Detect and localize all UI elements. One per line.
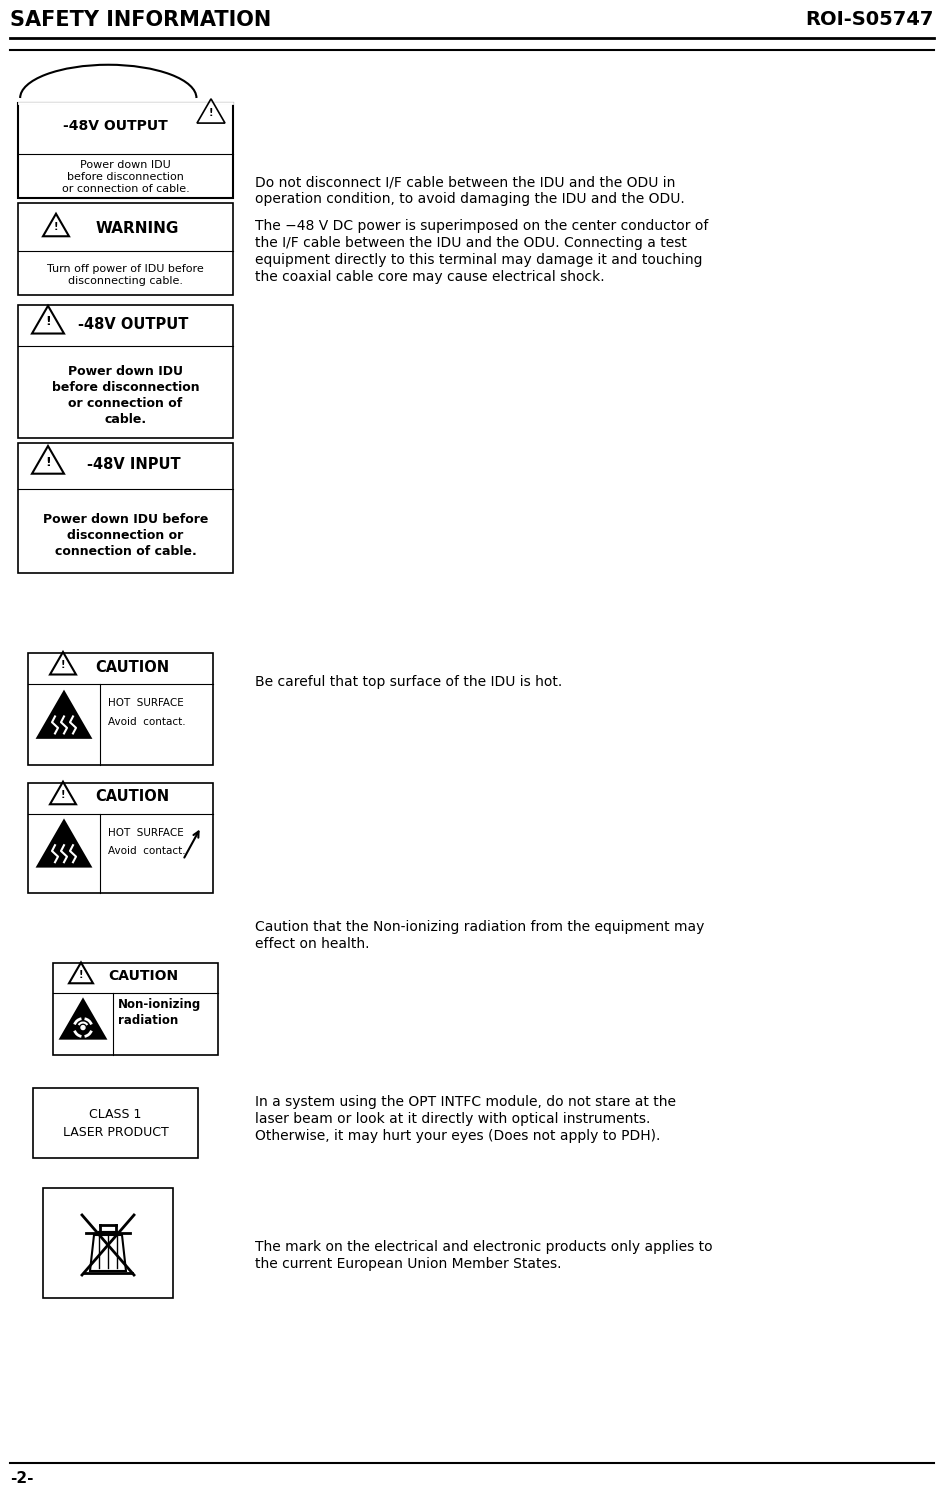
- Text: In a system using the OPT INTFC module, do not stare at the: In a system using the OPT INTFC module, …: [255, 1094, 676, 1109]
- Text: WARNING: WARNING: [95, 221, 179, 236]
- Text: the coaxial cable core may cause electrical shock.: the coaxial cable core may cause electri…: [255, 270, 604, 284]
- Text: the current European Union Member States.: the current European Union Member States…: [255, 1257, 562, 1271]
- Text: The −48 V DC power is superimposed on the center conductor of: The −48 V DC power is superimposed on th…: [255, 219, 708, 233]
- Text: laser beam or look at it directly with optical instruments.: laser beam or look at it directly with o…: [255, 1112, 650, 1126]
- Text: CAUTION: CAUTION: [95, 790, 170, 805]
- Bar: [28, 782, 213, 893]
- Bar: [18, 443, 233, 573]
- Text: Avoid  contact.: Avoid contact.: [108, 847, 186, 855]
- Bar: [28, 652, 213, 764]
- Text: !: !: [45, 455, 51, 469]
- Text: CAUTION: CAUTION: [95, 660, 170, 675]
- Text: !: !: [78, 969, 83, 979]
- Text: CLASS 1
LASER PRODUCT: CLASS 1 LASER PRODUCT: [62, 1108, 168, 1139]
- Text: CAUTION: CAUTION: [109, 969, 178, 984]
- Text: Power down IDU before
disconnection or
connection of cable.: Power down IDU before disconnection or c…: [42, 512, 209, 558]
- Text: Turn off power of IDU before
disconnecting cable.: Turn off power of IDU before disconnecti…: [47, 264, 204, 287]
- Text: -2-: -2-: [10, 1471, 33, 1486]
- Bar: [18, 203, 233, 296]
- Text: !: !: [60, 790, 65, 800]
- Text: !: !: [209, 107, 213, 118]
- Text: the I/F cable between the IDU and the ODU. Connecting a test: the I/F cable between the IDU and the OD…: [255, 236, 687, 251]
- Polygon shape: [38, 821, 90, 866]
- Text: Non-ionizing
radiation: Non-ionizing radiation: [118, 999, 201, 1027]
- Text: operation condition, to avoid damaging the IDU and the ODU.: operation condition, to avoid damaging t…: [255, 193, 684, 206]
- Text: Power down IDU
before disconnection
or connection of
cable.: Power down IDU before disconnection or c…: [52, 364, 199, 426]
- Text: Be careful that top surface of the IDU is hot.: Be careful that top surface of the IDU i…: [255, 675, 563, 688]
- Bar: [53, 963, 218, 1056]
- Text: !: !: [60, 660, 65, 670]
- Text: The mark on the electrical and electronic products only applies to: The mark on the electrical and electroni…: [255, 1241, 713, 1254]
- Text: Otherwise, it may hurt your eyes (Does not apply to PDH).: Otherwise, it may hurt your eyes (Does n…: [255, 1129, 661, 1144]
- Text: !: !: [45, 315, 51, 328]
- Text: Do not disconnect I/F cable between the IDU and the ODU in: Do not disconnect I/F cable between the …: [255, 175, 675, 190]
- Text: Caution that the Non-ionizing radiation from the equipment may: Caution that the Non-ionizing radiation …: [255, 920, 704, 935]
- Polygon shape: [38, 693, 90, 738]
- Text: HOT  SURFACE: HOT SURFACE: [108, 699, 184, 708]
- Bar: [18, 103, 233, 199]
- Text: Power down IDU
before disconnection
or connection of cable.: Power down IDU before disconnection or c…: [61, 160, 190, 194]
- Polygon shape: [61, 1000, 105, 1038]
- Text: -48V INPUT: -48V INPUT: [87, 457, 180, 472]
- Text: -48V OUTPUT: -48V OUTPUT: [78, 317, 189, 331]
- Bar: [43, 1188, 173, 1297]
- Bar: [33, 1088, 198, 1159]
- Text: HOT  SURFACE: HOT SURFACE: [108, 827, 184, 838]
- Text: !: !: [54, 222, 59, 231]
- Text: Avoid  contact.: Avoid contact.: [108, 718, 186, 727]
- Circle shape: [81, 1026, 85, 1030]
- Text: effect on health.: effect on health.: [255, 938, 369, 951]
- Text: equipment directly to this terminal may damage it and touching: equipment directly to this terminal may …: [255, 254, 702, 267]
- Text: ROI-S05747: ROI-S05747: [805, 10, 934, 28]
- Text: -48V OUTPUT: -48V OUTPUT: [63, 119, 168, 133]
- Text: SAFETY INFORMATION: SAFETY INFORMATION: [10, 10, 271, 30]
- Bar: [18, 305, 233, 437]
